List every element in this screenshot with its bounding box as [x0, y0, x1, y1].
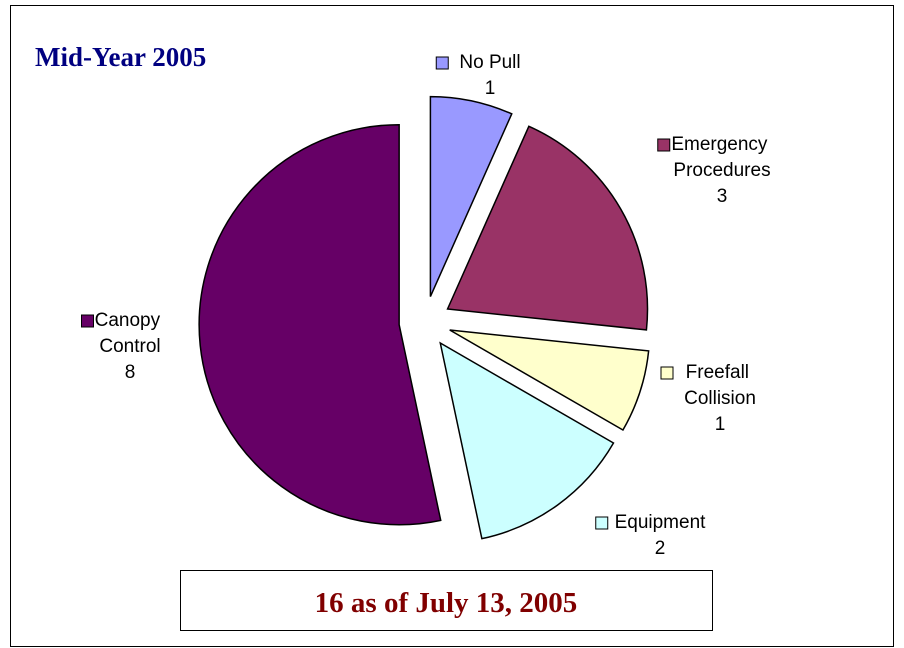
legend-swatch [435, 56, 449, 70]
slice-value: 1 [715, 414, 726, 435]
pie-slice [446, 125, 649, 331]
pie-slice [429, 95, 513, 297]
annotation-box [180, 570, 713, 631]
slice-value: 2 [655, 538, 666, 559]
legend-swatch [81, 314, 94, 328]
slice-label: Freefall Collision [684, 362, 756, 409]
slice-label: Canopy Control [95, 310, 166, 357]
slice-label: Emergency Procedures [671, 134, 772, 181]
pie-slice [198, 123, 442, 526]
legend-swatch [657, 138, 671, 152]
chart-title: Mid-Year 2005 [35, 42, 206, 72]
slice-label: No Pull [459, 52, 520, 73]
slice-label: Equipment [615, 512, 707, 533]
pie-slice [439, 341, 615, 540]
pie-slice [449, 329, 650, 432]
slice-value: 3 [717, 186, 728, 207]
legend-swatch [595, 516, 609, 530]
annotation: 16 as of July 13, 2005 [315, 587, 578, 619]
slice-value: 8 [125, 362, 136, 383]
legend-swatch [660, 366, 674, 380]
slice-value: 1 [485, 78, 496, 99]
